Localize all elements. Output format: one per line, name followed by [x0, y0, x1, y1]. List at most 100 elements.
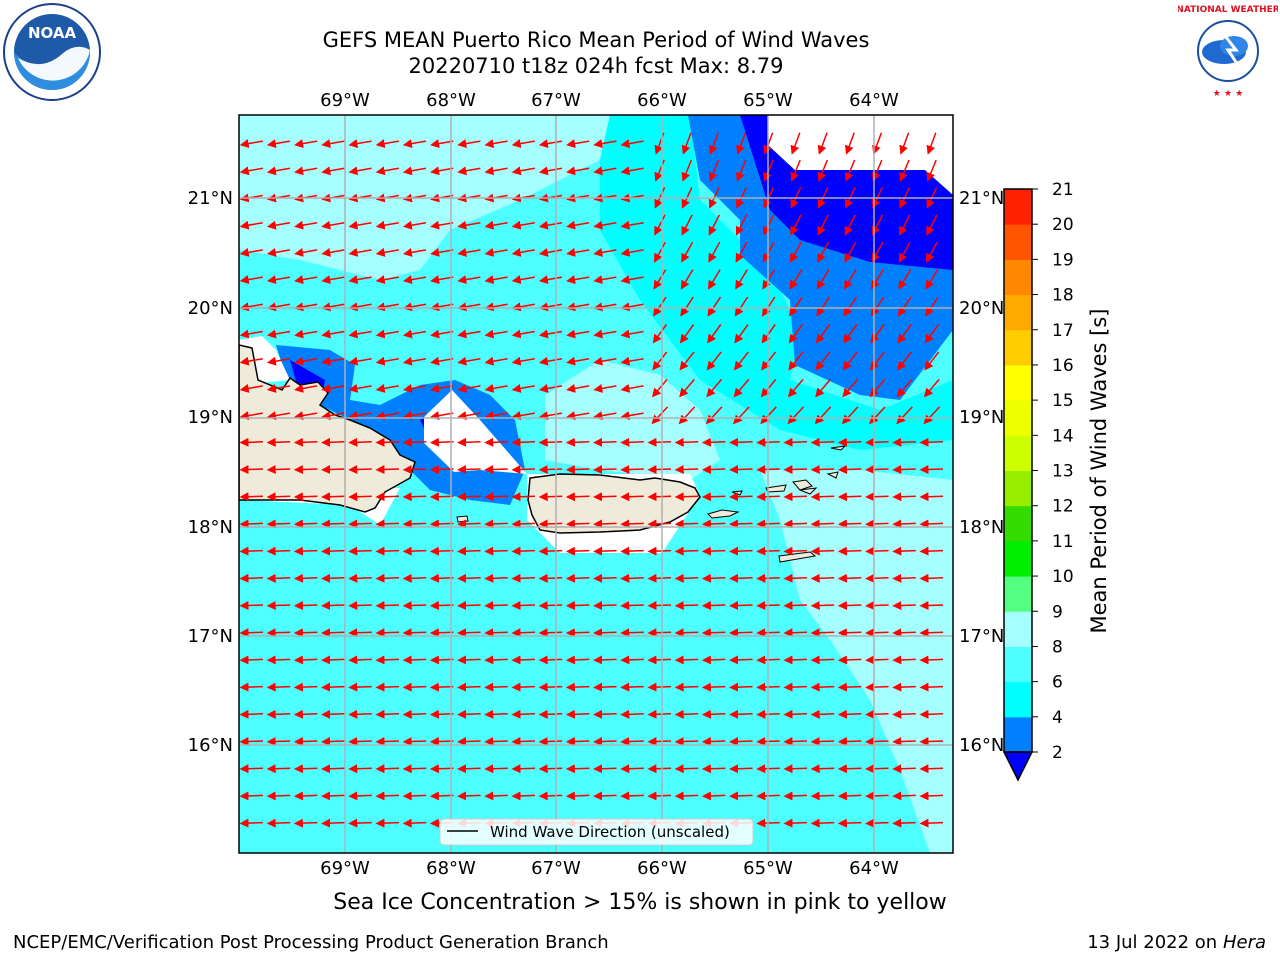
wind-wave-arrow: [919, 546, 944, 556]
wind-wave-arrow: [647, 791, 672, 801]
wind-wave-arrow: [788, 324, 804, 344]
wind-wave-arrow: [457, 492, 481, 502]
wind-wave-arrow: [538, 519, 563, 529]
wind-wave-arrow: [681, 241, 694, 263]
wind-wave-arrow: [266, 682, 291, 692]
wind-wave-arrow: [735, 241, 748, 263]
lat-label-left: 17°N: [188, 626, 233, 647]
wind-wave-arrow: [348, 655, 372, 665]
wind-wave-arrow: [708, 159, 720, 182]
wind-wave-arrow: [348, 356, 372, 366]
wind-wave-arrow: [538, 437, 563, 447]
wind-wave-arrow: [266, 329, 291, 339]
wind-wave-arrow: [620, 465, 644, 475]
wind-wave-arrow: [729, 546, 753, 556]
wind-wave-arrow: [756, 791, 780, 801]
wind-wave-arrow: [538, 764, 563, 774]
wind-wave-arrow: [348, 764, 372, 774]
wind-wave-arrow: [429, 437, 454, 447]
wind-wave-arrow: [919, 764, 944, 774]
wind-wave-arrow: [783, 519, 808, 529]
wind-wave-arrow: [348, 791, 372, 801]
wind-wave-arrow: [674, 546, 699, 556]
wind-wave-arrow: [402, 601, 427, 611]
wind-wave-arrow: [348, 139, 372, 149]
wind-wave-arrow: [843, 324, 858, 344]
wind-wave-arrow: [266, 709, 291, 719]
wind-wave-arrow: [620, 573, 644, 583]
wind-wave-arrow: [239, 573, 264, 583]
wind-wave-arrow: [375, 166, 399, 176]
wind-wave-arrow: [484, 628, 508, 638]
wind-wave-arrow: [620, 764, 644, 774]
wind-wave-arrow: [538, 220, 563, 230]
wind-wave-arrow: [810, 492, 835, 502]
wind-wave-arrow: [593, 247, 617, 257]
wind-wave-arrow: [538, 492, 563, 502]
wind-wave-arrow: [484, 166, 508, 176]
chart-title: GEFS MEAN Puerto Rico Mean Period of Win…: [322, 28, 870, 52]
wind-wave-arrow: [926, 214, 938, 236]
wind-wave-arrow: [701, 601, 726, 611]
wind-wave-arrow: [511, 791, 536, 801]
wind-wave-arrow: [484, 275, 508, 285]
wind-wave-arrow: [816, 296, 830, 317]
wind-wave-arrow: [869, 351, 885, 371]
wind-wave-arrow: [266, 628, 291, 638]
wind-wave-arrow: [321, 275, 345, 285]
wind-wave-arrow: [899, 214, 911, 236]
wind-wave-arrow: [565, 682, 590, 692]
wind-wave-arrow: [293, 764, 318, 774]
wind-wave-arrow: [484, 383, 508, 393]
wind-wave-arrow: [538, 791, 563, 801]
wind-wave-arrow: [674, 519, 699, 529]
wind-wave-arrow: [348, 682, 372, 692]
wind-wave-arrow: [566, 275, 590, 285]
wind-wave-arrow: [844, 214, 857, 236]
wind-wave-arrow: [810, 818, 835, 828]
wind-wave-arrow: [736, 159, 747, 182]
wind-wave-arrow: [843, 269, 857, 290]
wind-wave-arrow: [647, 492, 672, 502]
wind-wave-arrow: [375, 465, 400, 475]
wind-wave-arrow: [620, 628, 644, 638]
wind-wave-arrow: [266, 465, 291, 475]
wind-wave-arrow: [817, 241, 830, 263]
wind-wave-arrow: [565, 519, 590, 529]
wind-wave-arrow: [402, 818, 427, 828]
wind-wave-arrow: [538, 709, 563, 719]
wind-wave-arrow: [919, 709, 944, 719]
wind-wave-arrow: [919, 628, 944, 638]
svg-text:NATIONAL WEATHER: NATIONAL WEATHER: [1178, 5, 1278, 15]
wind-wave-arrow: [321, 465, 345, 475]
lat-label-right: 19°N: [959, 407, 1004, 428]
wind-wave-arrow: [293, 655, 318, 665]
wind-wave-arrow: [842, 351, 858, 371]
wind-wave-arrow: [511, 546, 536, 556]
colorbar-tick-label: 18: [1052, 286, 1074, 306]
wind-wave-arrow: [375, 275, 399, 285]
wind-wave-arrow: [239, 329, 263, 339]
wind-wave-arrow: [402, 411, 427, 421]
wind-wave-arrow: [892, 709, 916, 719]
wind-wave-arrow: [402, 492, 427, 502]
wind-wave-arrow: [321, 247, 345, 257]
lat-label-left: 16°N: [188, 735, 233, 756]
wind-wave-arrow: [239, 166, 263, 176]
wind-wave-arrow: [348, 546, 372, 556]
wind-wave-arrow: [756, 492, 780, 502]
wind-wave-arrow: [348, 492, 372, 502]
wind-wave-arrow: [620, 166, 644, 176]
wind-wave-arrow: [565, 628, 590, 638]
wind-wave-arrow: [729, 737, 753, 747]
wind-wave-arrow: [348, 818, 372, 828]
wind-wave-arrow: [511, 573, 536, 583]
wind-wave-arrow: [783, 628, 808, 638]
colorbar-segment: [1004, 259, 1032, 296]
wind-wave-arrow: [457, 601, 481, 611]
wind-wave-arrow: [430, 247, 454, 257]
wind-wave-arrow: [484, 682, 508, 692]
lat-label-left: 20°N: [188, 298, 233, 319]
colorbar-segment: [1004, 470, 1032, 507]
wind-wave-arrow: [484, 465, 508, 475]
